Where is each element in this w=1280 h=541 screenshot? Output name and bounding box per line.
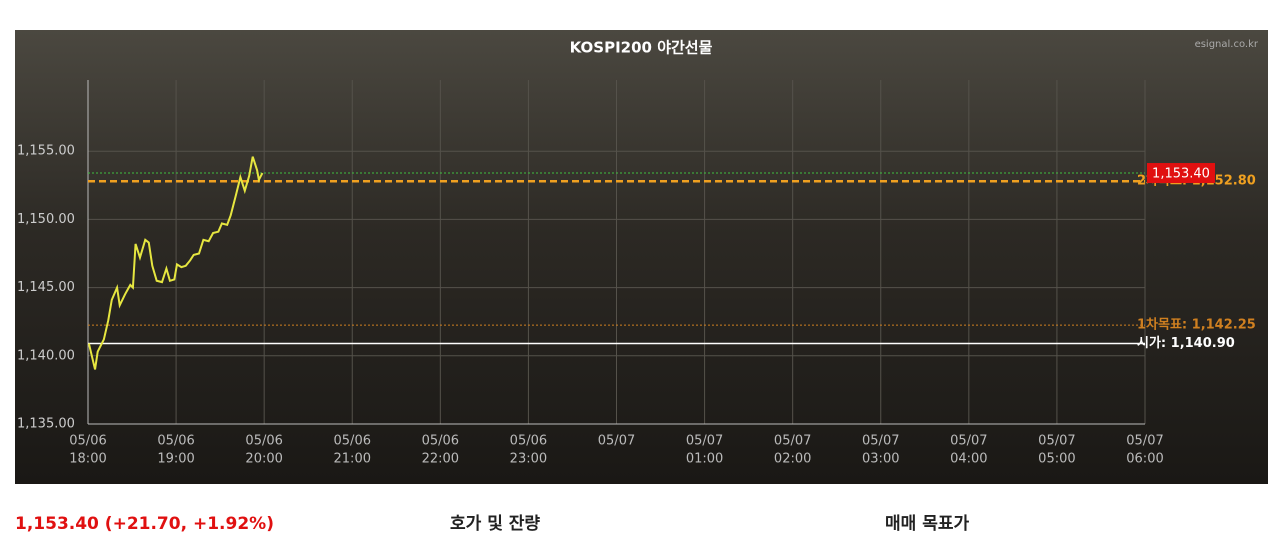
x-tick-label: 05/07 xyxy=(950,434,987,449)
x-tick-label: 06:00 xyxy=(1126,452,1163,467)
x-tick-label: 05/06 xyxy=(510,434,547,449)
x-tick-label: 05/07 xyxy=(862,434,899,449)
y-tick-label: 1,150.00 xyxy=(17,212,75,227)
x-tick-label: 05/06 xyxy=(245,434,282,449)
y-tick-label: 1,135.00 xyxy=(17,417,75,432)
x-tick-label: 05/07 xyxy=(774,434,811,449)
section-title: 매매 목표가 xyxy=(885,514,969,534)
x-tick-label: 03:00 xyxy=(862,452,899,467)
x-tick-label: 01:00 xyxy=(686,452,723,467)
x-tick-label: 05/06 xyxy=(334,434,371,449)
x-tick-label: 22:00 xyxy=(422,452,459,467)
x-tick-label: 05/06 xyxy=(157,434,194,449)
x-tick-label: 05:00 xyxy=(1038,452,1075,467)
y-tick-label: 1,155.00 xyxy=(17,144,75,159)
x-tick-label: 19:00 xyxy=(157,452,194,467)
x-tick-label: 23:00 xyxy=(510,452,547,467)
chart-panel xyxy=(15,30,1268,484)
x-tick-label: 04:00 xyxy=(950,452,987,467)
x-tick-label: 21:00 xyxy=(334,452,371,467)
y-tick-label: 1,145.00 xyxy=(17,280,75,295)
price-box-label: 1,153.40 xyxy=(1152,167,1210,182)
x-tick-label: 02:00 xyxy=(774,452,811,467)
x-tick-label: 05/07 xyxy=(1126,434,1163,449)
reference-label: 1차목표: 1,142.25 xyxy=(1137,317,1256,333)
chart-title: KOSPI200 야간선물 xyxy=(570,39,713,57)
x-tick-label: 20:00 xyxy=(245,452,282,467)
y-tick-label: 1,140.00 xyxy=(17,348,75,363)
price-box xyxy=(1147,163,1215,184)
reference-label: 시가: 1,140.90 xyxy=(1137,336,1235,351)
x-tick-label: 18:00 xyxy=(69,452,106,467)
x-tick-label: 05/06 xyxy=(69,434,106,449)
x-tick-label: 05/06 xyxy=(422,434,459,449)
source: esignal.co.kr xyxy=(1195,39,1259,50)
x-tick-label: 05/07 xyxy=(598,434,635,449)
quote: 1,153.40 (+21.70, +1.92%) xyxy=(15,514,274,534)
x-tick-label: 05/07 xyxy=(686,434,723,449)
price-line xyxy=(87,156,264,370)
x-tick-label: 05/07 xyxy=(1038,434,1075,449)
section-title: 호가 및 잔량 xyxy=(450,514,540,534)
